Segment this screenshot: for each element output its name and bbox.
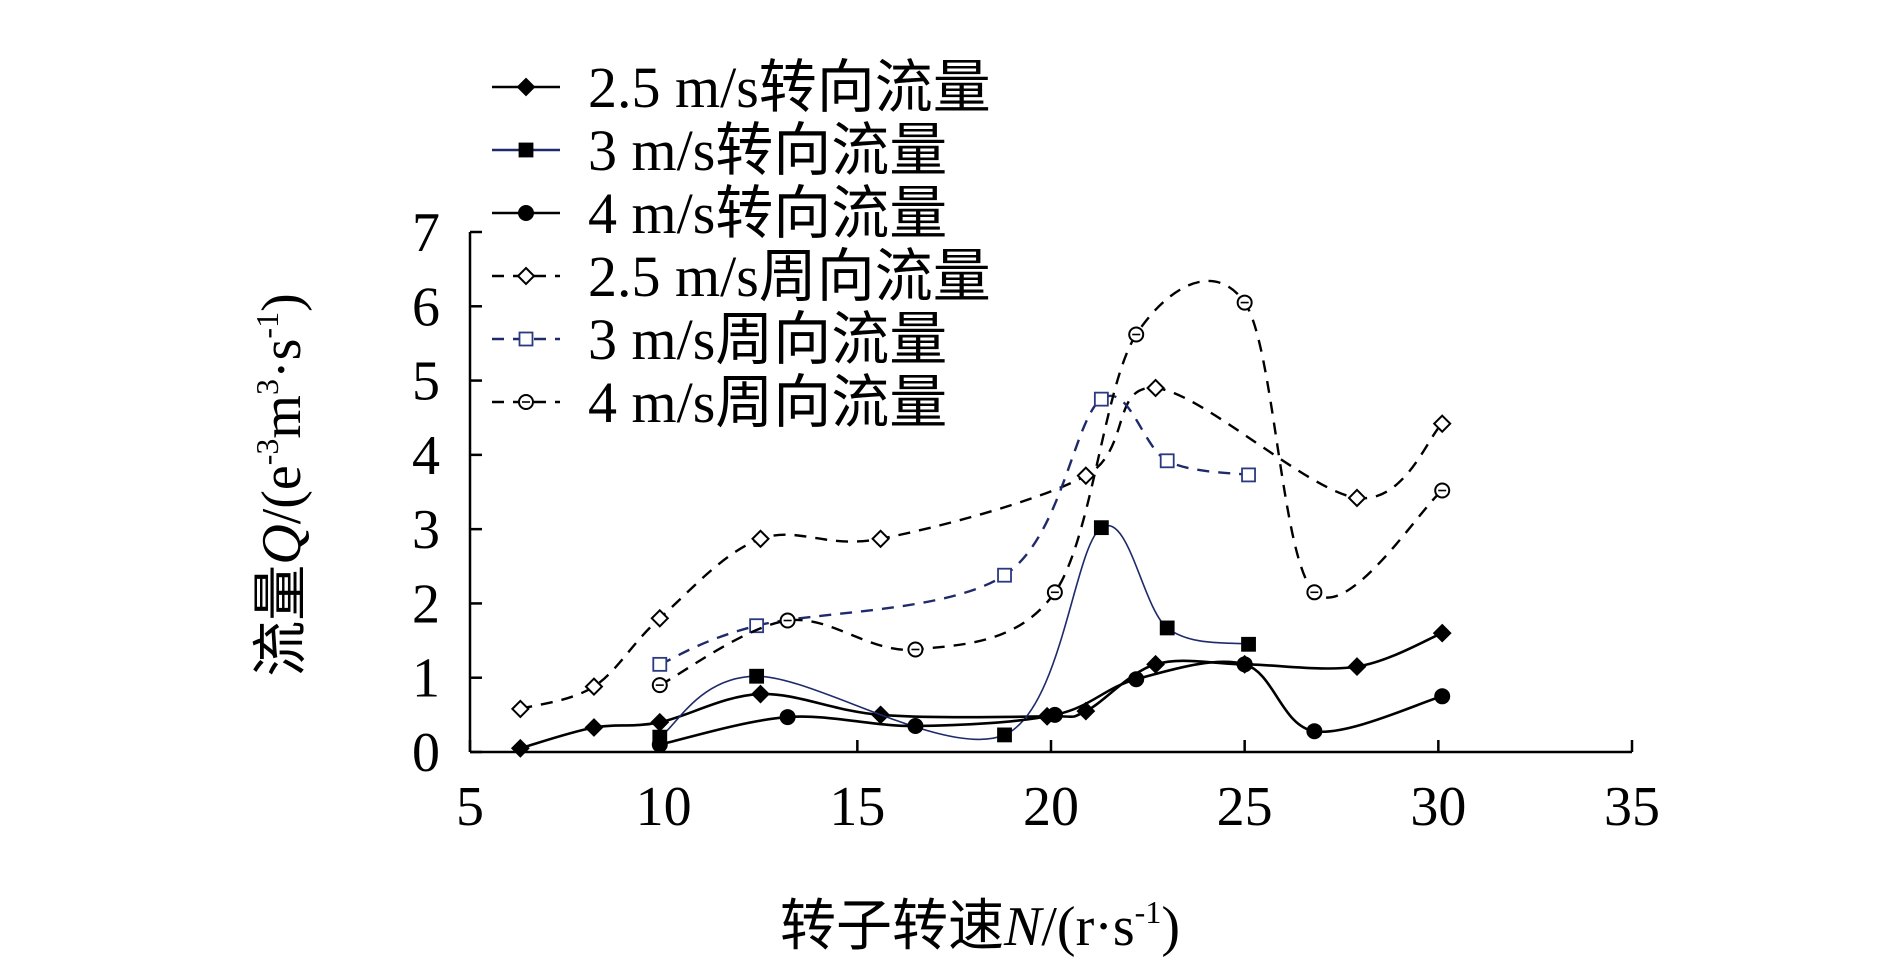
y-tick-label: 6 — [412, 276, 440, 338]
legend-marker — [518, 331, 534, 347]
data-point-3 — [779, 709, 796, 726]
legend-marker — [518, 205, 534, 221]
series-line-6 — [659, 279, 1443, 687]
data-point-2 — [749, 668, 765, 684]
y-tick-label: 7 — [412, 202, 440, 264]
data-point-1 — [751, 684, 770, 704]
data-point-4 — [1076, 466, 1096, 486]
data-point-4 — [1347, 488, 1367, 508]
data-point-2 — [1159, 620, 1175, 636]
y-tick-label: 0 — [412, 722, 440, 784]
x-tick-label: 35 — [1604, 776, 1660, 838]
data-point-5 — [1241, 467, 1256, 483]
y-tick-label: 5 — [412, 351, 440, 413]
data-point-4 — [751, 529, 770, 549]
series-4 — [510, 378, 1452, 719]
data-point-2 — [997, 727, 1012, 743]
data-point-1 — [510, 738, 530, 758]
legend-marker — [518, 142, 534, 158]
data-point-3 — [651, 736, 668, 753]
data-point-4 — [584, 677, 604, 697]
legend-entry-3: 4 m/s转向流量 — [492, 181, 947, 246]
data-point-1 — [584, 718, 604, 737]
data-point-3 — [1128, 671, 1145, 688]
data-point-4 — [510, 699, 530, 719]
y-tick-label: 1 — [412, 648, 440, 710]
x-axis-label: 转子转速N/(r·s-1) — [780, 894, 1180, 958]
series-6 — [651, 279, 1451, 694]
data-point-4 — [1432, 414, 1452, 434]
data-point-4 — [650, 608, 670, 628]
series-5 — [652, 391, 1256, 672]
x-tick-label: 25 — [1217, 776, 1273, 838]
data-point-1 — [1146, 654, 1165, 674]
series-line-3 — [659, 660, 1443, 746]
data-point-1 — [1347, 657, 1367, 676]
legend-label: 2.5 m/s周向流量 — [588, 244, 991, 309]
data-point-3 — [1046, 706, 1063, 723]
data-point-4 — [1146, 378, 1165, 398]
legend-entry-2: 3 m/s转向流量 — [492, 118, 947, 183]
legend-entry-4: 2.5 m/s周向流量 — [492, 244, 991, 309]
legend-label: 2.5 m/s转向流量 — [588, 55, 991, 120]
y-tick-label: 2 — [412, 573, 440, 635]
data-point-5 — [1093, 391, 1109, 407]
series-1 — [510, 623, 1452, 758]
x-tick-label: 30 — [1410, 776, 1466, 838]
axes: 5 10 15 20 25 30 35 0 1 2 3 4 5 6 7 — [412, 202, 1660, 838]
y-tick-label: 4 — [412, 425, 440, 487]
data-point-2 — [1241, 636, 1256, 652]
data-point-3 — [1306, 723, 1323, 740]
series-3 — [651, 656, 1451, 753]
legend-entry-1: 2.5 m/s转向流量 — [492, 55, 991, 120]
legend-marker — [516, 266, 536, 286]
data-point-4 — [871, 529, 890, 549]
x-tick-label: 20 — [1023, 776, 1079, 838]
data-point-1 — [650, 712, 670, 732]
series-layer — [510, 279, 1452, 758]
legend-label: 4 m/s周向流量 — [588, 370, 947, 435]
data-point-5 — [997, 567, 1012, 583]
series-2 — [652, 520, 1256, 745]
x-tick-label: 5 — [456, 776, 484, 838]
data-point-1 — [1432, 623, 1452, 643]
legend-entry-6: 4 m/s周向流量 — [492, 370, 947, 435]
data-point-5 — [652, 656, 668, 672]
legend-marker — [516, 77, 536, 97]
data-point-3 — [907, 718, 924, 734]
y-tick-label: 3 — [412, 499, 440, 561]
legend-label: 3 m/s周向流量 — [588, 307, 947, 372]
y-axis-label: 流量Q/(e-3m3·s-1) — [249, 293, 313, 677]
data-point-2 — [1093, 520, 1109, 536]
legend-label: 4 m/s转向流量 — [588, 181, 947, 246]
legend-label: 3 m/s转向流量 — [588, 118, 947, 183]
data-point-5 — [1159, 453, 1175, 469]
x-tick-label: 15 — [829, 776, 885, 838]
x-tick-label: 10 — [636, 776, 692, 838]
legend-entry-5: 3 m/s周向流量 — [492, 307, 947, 372]
data-point-3 — [1434, 688, 1451, 705]
data-point-3 — [1236, 656, 1253, 673]
